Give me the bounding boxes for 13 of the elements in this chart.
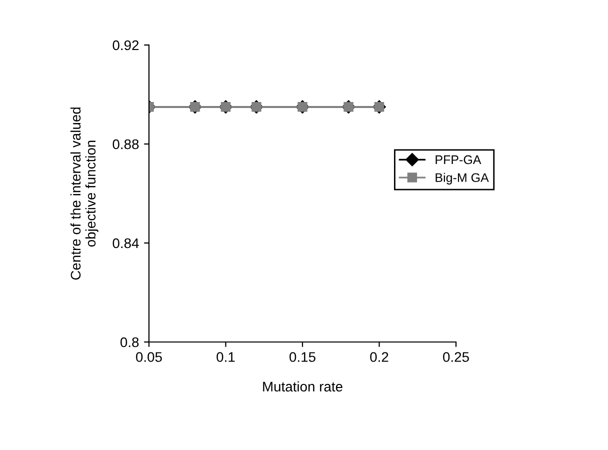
y-tick-label: 0.88	[112, 139, 139, 150]
y-tick-label: 0.92	[112, 40, 139, 50]
x-tick-label: 0.25	[443, 352, 469, 362]
y-axis-title: Centre of the interval valued objective function	[70, 108, 98, 280]
x-tick-label: 0.2	[370, 352, 388, 362]
x-axis-title: Mutation rate	[263, 381, 342, 392]
y-tick-label: 0.84	[112, 238, 139, 248]
y-tick-label: 0.8	[120, 337, 139, 348]
legend-label: PFP-GA	[436, 155, 482, 164]
x-tick-label: 0.15	[290, 352, 316, 362]
x-tick-label: 0.1	[216, 352, 235, 362]
x-tick-label: 0.05	[136, 352, 162, 362]
legend-label: Big-M GA	[436, 172, 489, 185]
